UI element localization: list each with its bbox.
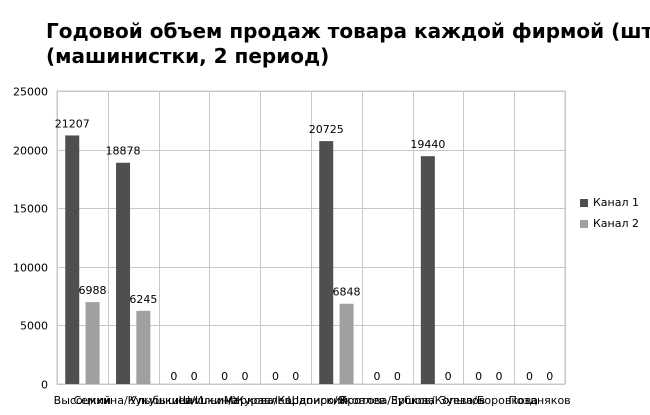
legend: Канал 1 Канал 2 [580, 192, 639, 234]
x-tick-label: Высоцкий [54, 394, 111, 407]
data-label: 0 [495, 370, 502, 383]
data-label: 0 [241, 370, 248, 383]
data-label: 0 [191, 370, 198, 383]
data-label: 18878 [106, 145, 141, 158]
legend-label-series-2: Канал 2 [593, 217, 640, 230]
bar-series-2 [339, 303, 354, 384]
data-label: 21207 [55, 117, 90, 130]
y-tick-label: 25000 [13, 86, 48, 99]
legend-swatch-series-1 [580, 198, 588, 207]
x-tick-label: Маркова/Кордонский [224, 394, 348, 407]
chart-title-line-1: Годовой объем продаж товара каждой фирмо… [46, 19, 650, 43]
legend-label-series-1: Канал 1 [593, 196, 640, 209]
bar-series-1 [116, 162, 131, 384]
data-label: 6988 [79, 284, 107, 297]
y-tick-label: 10000 [13, 262, 48, 275]
data-label: 0 [374, 370, 381, 383]
y-tick-label: 20000 [13, 145, 48, 158]
x-tick-label: Шишкин/Журавлев [179, 394, 292, 407]
data-label: 0 [475, 370, 482, 383]
data-label: 0 [170, 370, 177, 383]
legend-swatch-series-2 [580, 219, 588, 228]
data-label: 19440 [410, 138, 445, 151]
data-label: 6848 [333, 286, 361, 299]
data-label: 0 [546, 370, 553, 383]
chart-title-line-2: (машинистки, 2 период) [46, 44, 330, 68]
y-tick-label: 0 [41, 379, 48, 392]
x-tick-label: Зуева/Боровкова [440, 394, 538, 407]
bar-series-1 [319, 141, 334, 384]
bar-series-2 [136, 310, 151, 384]
data-label: 6245 [129, 293, 157, 306]
legend-item-series-1: Канал 1 [580, 192, 639, 213]
bar-series-1 [65, 135, 80, 384]
data-label: 0 [394, 370, 401, 383]
data-label: 20725 [309, 123, 344, 136]
bar-series-2 [85, 302, 100, 384]
data-label: 0 [221, 370, 228, 383]
data-label: 0 [445, 370, 452, 383]
x-tick-label: Зубков/Копылов [391, 394, 486, 407]
x-tick-label: Кротова/Ершова [339, 394, 435, 407]
bar-series-1 [420, 156, 435, 384]
x-tick-label: Поздняков [509, 394, 571, 407]
data-label: 0 [272, 370, 279, 383]
data-label: 0 [526, 370, 533, 383]
y-tick-label: 15000 [13, 203, 48, 216]
chart-title: Годовой объем продаж товара каждой фирмо… [46, 19, 650, 69]
x-tick-label: Шапиро/Яковлев [287, 394, 385, 407]
data-label: 0 [292, 370, 299, 383]
legend-item-series-2: Канал 2 [580, 213, 639, 234]
x-tick-label: Улыбышев/Ильина [130, 394, 238, 407]
x-tick-label: Семкина/Кукушкина [73, 394, 192, 407]
y-tick-label: 5000 [20, 320, 48, 333]
